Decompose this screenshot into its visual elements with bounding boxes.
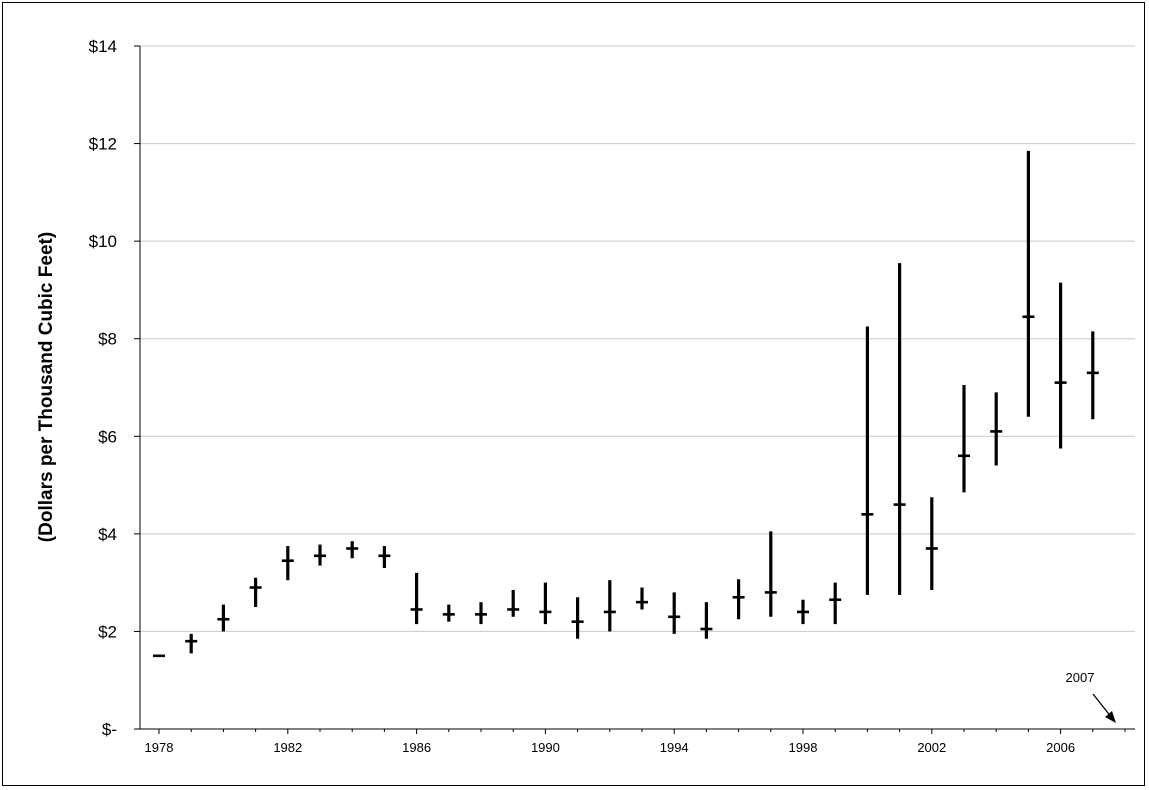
y-axis-ticks: $- $2 $4 $6 $8 $10 $12 $14 bbox=[89, 37, 140, 739]
range-mark bbox=[281, 546, 294, 581]
range-mark bbox=[314, 544, 326, 566]
range-mark bbox=[636, 587, 648, 610]
annotation-arrow-head bbox=[1105, 711, 1116, 723]
range-mark bbox=[378, 546, 391, 569]
range-mark bbox=[442, 604, 455, 622]
range-mark bbox=[829, 582, 842, 625]
x-tick-label: 1978 bbox=[145, 740, 174, 755]
range-mark bbox=[700, 602, 713, 639]
x-tick-label: 1990 bbox=[531, 740, 560, 755]
range-mark bbox=[507, 589, 520, 617]
x-tick-label: 1982 bbox=[273, 740, 302, 755]
range-mark bbox=[185, 633, 198, 654]
range-mark bbox=[990, 392, 1003, 466]
y-axis-title: (Dollars per Thousand Cubic Feet) bbox=[36, 232, 57, 542]
range-mark bbox=[603, 580, 616, 632]
annotation-label: 2007 bbox=[1066, 670, 1095, 685]
range-mark bbox=[249, 577, 262, 608]
range-mark bbox=[958, 385, 970, 493]
range-mark bbox=[539, 582, 552, 625]
range-mark bbox=[571, 597, 584, 639]
range-mark bbox=[893, 263, 906, 595]
x-tick-label: 1986 bbox=[402, 740, 431, 755]
range-mark bbox=[217, 604, 230, 632]
x-tick-label: 1994 bbox=[660, 740, 689, 755]
range-mark bbox=[1022, 150, 1035, 417]
range-mark bbox=[797, 599, 809, 625]
x-axis-ticks: 1978 1982 1986 1990 1994 1998 2002 2006 bbox=[145, 729, 1126, 755]
y-tick-label: $14 bbox=[89, 37, 117, 56]
year-annotation: 2007 bbox=[1066, 670, 1116, 723]
range-mark bbox=[1086, 331, 1099, 420]
gridlines bbox=[140, 45, 1135, 632]
range-mark bbox=[732, 579, 745, 620]
y-tick-label: $12 bbox=[89, 135, 117, 154]
y-tick-label: $2 bbox=[98, 622, 117, 641]
y-tick-label: $10 bbox=[89, 232, 117, 251]
y-tick-label: $6 bbox=[98, 427, 117, 446]
range-mark bbox=[668, 592, 681, 634]
range-mark bbox=[475, 602, 487, 625]
range-mark bbox=[925, 497, 938, 590]
y-tick-label: $- bbox=[102, 720, 117, 739]
x-tick-label: 2002 bbox=[917, 740, 946, 755]
y-tick-label: $4 bbox=[98, 525, 117, 544]
price-ranges bbox=[153, 150, 1099, 658]
x-tick-label: 1998 bbox=[789, 740, 818, 755]
range-mark bbox=[764, 531, 777, 617]
range-mark bbox=[410, 572, 423, 625]
range-mark bbox=[861, 326, 874, 595]
x-tick-label: 2006 bbox=[1046, 740, 1075, 755]
y-tick-label: $8 bbox=[98, 330, 117, 349]
range-mark bbox=[346, 541, 359, 559]
range-mark bbox=[1054, 282, 1067, 449]
